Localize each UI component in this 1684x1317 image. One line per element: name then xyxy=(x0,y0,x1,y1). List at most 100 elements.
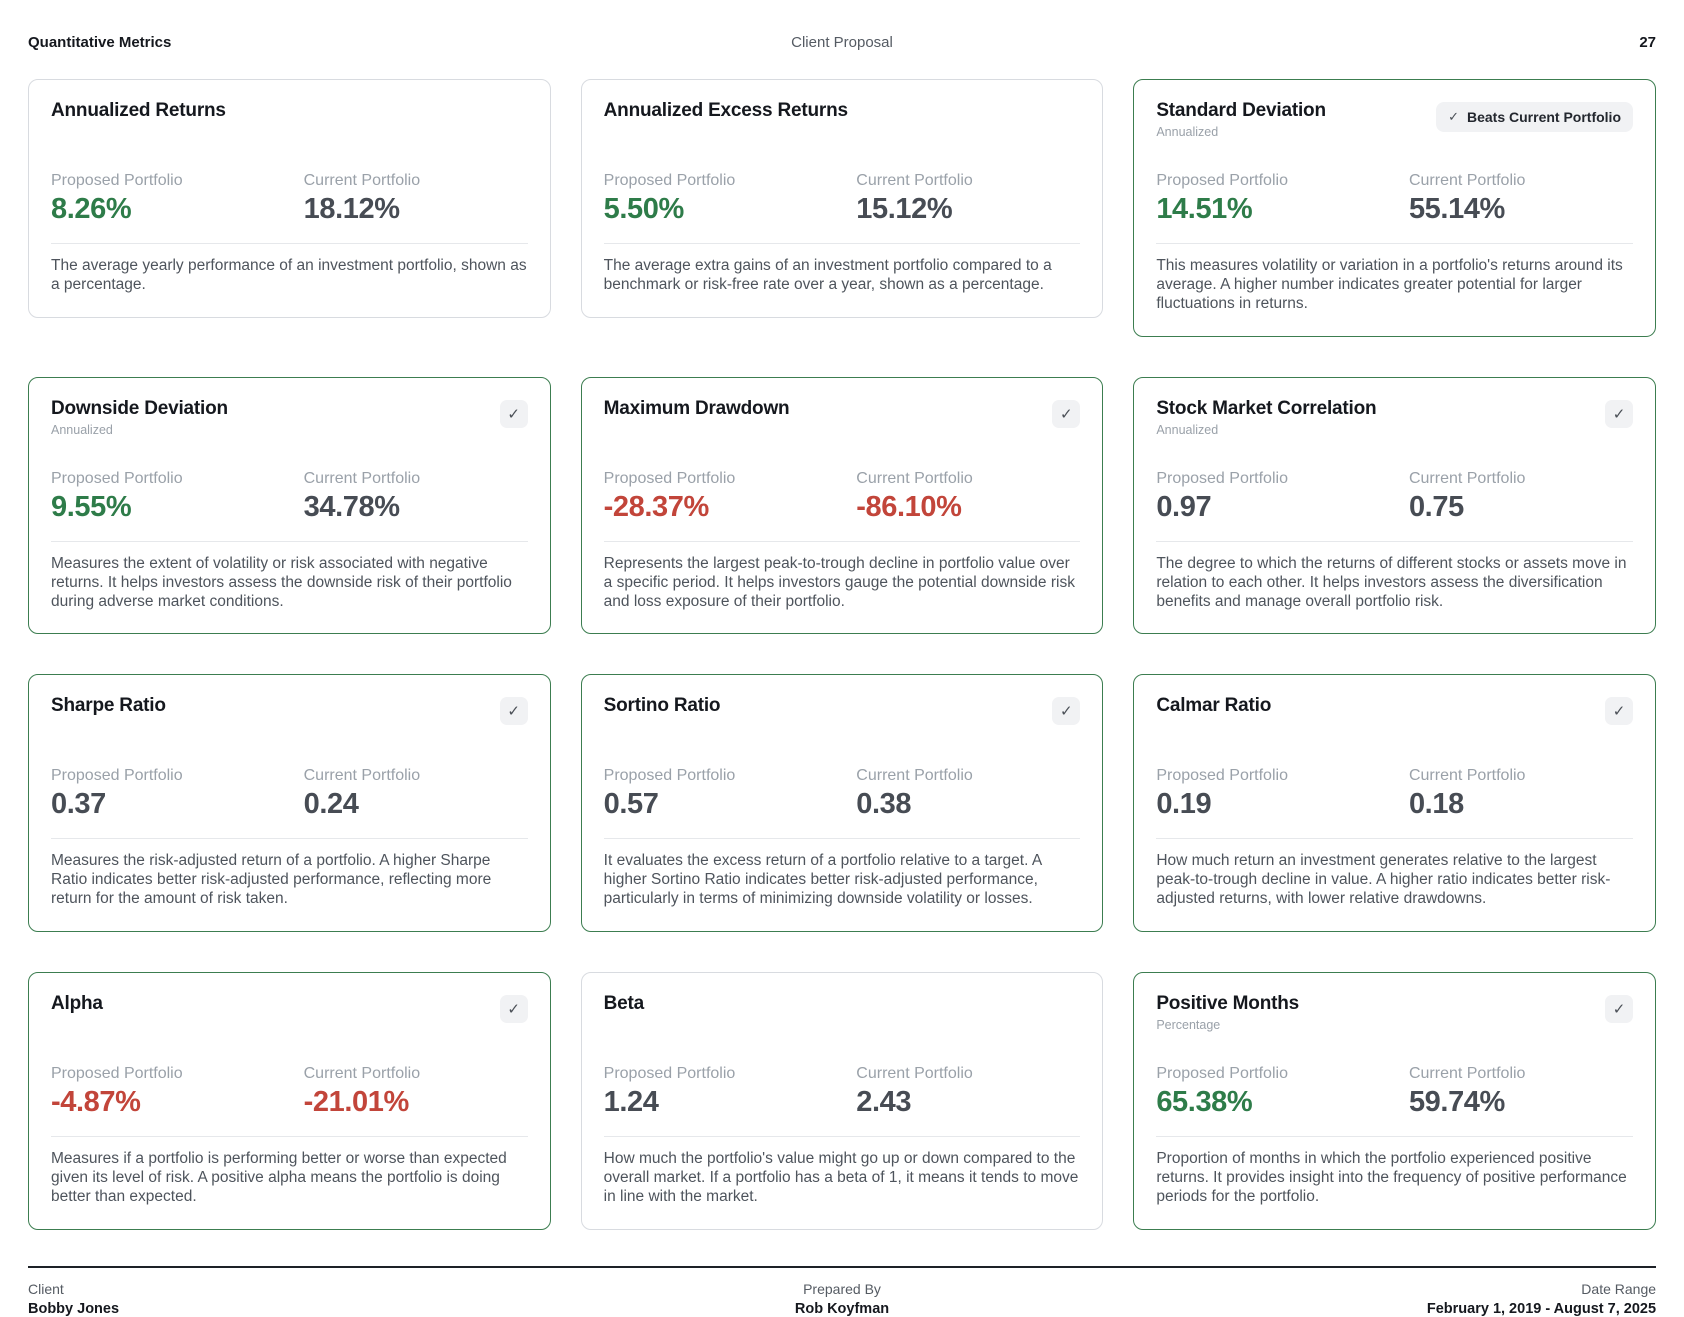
proposed-portfolio-column: Proposed Portfolio 65.38% xyxy=(1156,1065,1409,1119)
metric-title: Stock Market Correlation xyxy=(1156,397,1377,419)
current-portfolio-column: Current Portfolio -86.10% xyxy=(856,470,1080,524)
footer-date-range: Date Range February 1, 2019 - August 7, … xyxy=(1113,1281,1656,1317)
portfolio-values: Proposed Portfolio 65.38% Current Portfo… xyxy=(1156,1065,1633,1119)
portfolio-values: Proposed Portfolio -28.37% Current Portf… xyxy=(604,470,1081,524)
current-portfolio-column: Current Portfolio 18.12% xyxy=(304,172,528,226)
current-portfolio-label: Current Portfolio xyxy=(856,469,973,487)
proposed-portfolio-column: Proposed Portfolio 0.19 xyxy=(1156,767,1409,821)
current-portfolio-value: 59.74% xyxy=(1408,1086,1505,1119)
proposed-portfolio-label: Proposed Portfolio xyxy=(603,1065,736,1083)
current-portfolio-label: Current Portfolio xyxy=(1408,1065,1526,1083)
proposed-portfolio-label: Proposed Portfolio xyxy=(51,767,183,785)
portfolio-values: Proposed Portfolio 0.37 Current Portfoli… xyxy=(51,767,528,821)
current-portfolio-label: Current Portfolio xyxy=(856,767,973,785)
check-icon: ✓ xyxy=(1605,995,1633,1024)
metric-title: Positive Months xyxy=(1156,993,1300,1015)
metric-subtitle: Percentage xyxy=(1156,1018,1221,1033)
metric-subtitle: Annualized xyxy=(1156,422,1219,437)
proposed-portfolio-label: Proposed Portfolio xyxy=(603,469,736,487)
card-header-text: Annualized Returns xyxy=(51,100,226,122)
footer-client: Client Bobby Jones xyxy=(28,1281,571,1317)
proposed-portfolio-label: Proposed Portfolio xyxy=(603,172,736,189)
metric-subtitle: Annualized xyxy=(1156,125,1219,139)
proposed-portfolio-column: Proposed Portfolio 9.55% xyxy=(51,470,304,524)
card-header: Annualized Returns xyxy=(51,100,528,156)
page-number: 27 xyxy=(1639,34,1657,51)
current-portfolio-value: 18.12% xyxy=(303,193,400,225)
portfolio-values: Proposed Portfolio 9.55% Current Portfol… xyxy=(51,470,528,524)
proposed-portfolio-label: Proposed Portfolio xyxy=(1156,1065,1288,1083)
card-header-text: Standard Deviation Annualized xyxy=(1156,100,1326,139)
metric-description: The average yearly performance of an inv… xyxy=(51,257,527,293)
proposed-portfolio-value: 14.51% xyxy=(1156,193,1253,225)
metric-description: The average extra gains of an investment… xyxy=(603,257,1052,293)
current-portfolio-value: -86.10% xyxy=(856,490,962,523)
current-portfolio-value: 15.12% xyxy=(856,193,953,225)
metric-description: The degree to which the returns of diffe… xyxy=(1156,554,1627,610)
proposed-portfolio-value: -28.37% xyxy=(603,490,710,523)
current-portfolio-column: Current Portfolio 59.74% xyxy=(1409,1065,1633,1119)
metric-card: Sortino Ratio ✓ Proposed Portfolio 0.57 … xyxy=(580,674,1104,933)
metric-card: Alpha ✓ Proposed Portfolio -4.87% Curren… xyxy=(28,972,551,1230)
metric-description: Measures the extent of volatility or ris… xyxy=(51,554,512,610)
proposed-portfolio-column: Proposed Portfolio 14.51% xyxy=(1156,172,1409,226)
proposed-portfolio-value: 5.50% xyxy=(603,193,685,225)
card-divider xyxy=(603,540,1081,542)
current-portfolio-column: Current Portfolio 34.78% xyxy=(304,470,528,524)
proposed-portfolio-column: Proposed Portfolio 8.26% xyxy=(51,172,304,226)
proposed-portfolio-value: 1.24 xyxy=(603,1086,659,1119)
proposed-portfolio-label: Proposed Portfolio xyxy=(51,469,183,487)
card-header: Sortino Ratio ✓ xyxy=(604,695,1081,751)
metrics-grid: Annualized Returns Proposed Portfolio 8.… xyxy=(28,79,1656,1230)
portfolio-values: Proposed Portfolio 0.57 Current Portfoli… xyxy=(604,767,1081,821)
metric-title: Maximum Drawdown xyxy=(603,397,790,419)
prepared-by-name: Rob Koyfman xyxy=(794,1300,890,1317)
metric-title: Calmar Ratio xyxy=(1156,695,1272,717)
metric-description: It evaluates the excess return of a port… xyxy=(603,852,1042,908)
prepared-by-label: Prepared By xyxy=(803,1280,881,1297)
document-title: Client Proposal xyxy=(791,34,893,51)
card-header-text: Alpha xyxy=(51,993,103,1015)
page-footer: Client Bobby Jones Prepared By Rob Koyfm… xyxy=(28,1265,1656,1317)
current-portfolio-label: Current Portfolio xyxy=(1408,767,1526,785)
current-portfolio-label: Current Portfolio xyxy=(856,1065,973,1083)
metric-title: Alpha xyxy=(51,993,103,1015)
proposed-portfolio-label: Proposed Portfolio xyxy=(51,1065,183,1083)
current-portfolio-column: Current Portfolio -21.01% xyxy=(304,1065,528,1119)
metric-title: Sortino Ratio xyxy=(603,695,721,717)
metric-description: Proportion of months in which the portfo… xyxy=(1156,1150,1627,1205)
current-portfolio-value: 2.43 xyxy=(856,1086,912,1119)
card-header-text: Sortino Ratio xyxy=(604,695,721,717)
badge-label: Beats Current Portfolio xyxy=(1466,109,1621,125)
metric-description: How much the portfolio's value might go … xyxy=(603,1150,1079,1205)
metric-description: Represents the largest peak-to-trough de… xyxy=(603,554,1075,610)
current-portfolio-value: 0.75 xyxy=(1408,490,1464,523)
proposed-portfolio-column: Proposed Portfolio 0.37 xyxy=(51,767,304,821)
proposed-portfolio-value: 65.38% xyxy=(1156,1086,1253,1119)
metric-card: Maximum Drawdown ✓ Proposed Portfolio -2… xyxy=(580,376,1104,635)
card-header-text: Stock Market Correlation Annualized xyxy=(1156,398,1376,437)
card-divider xyxy=(51,540,528,542)
card-divider xyxy=(51,243,528,244)
proposed-portfolio-column: Proposed Portfolio 0.97 xyxy=(1156,470,1409,524)
card-divider xyxy=(1156,540,1633,542)
card-divider xyxy=(1156,243,1633,244)
card-header: Calmar Ratio ✓ xyxy=(1156,695,1633,751)
card-header: Maximum Drawdown ✓ xyxy=(604,398,1081,454)
metric-card: Annualized Returns Proposed Portfolio 8.… xyxy=(28,79,551,318)
metric-title: Annualized Excess Returns xyxy=(603,100,848,121)
proposed-portfolio-value: 0.97 xyxy=(1156,490,1212,523)
metric-card: Standard Deviation Annualized ✓ Beats Cu… xyxy=(1133,79,1656,337)
date-range-value: February 1, 2019 - August 7, 2025 xyxy=(1426,1300,1657,1317)
card-header: Sharpe Ratio ✓ xyxy=(51,695,528,751)
current-portfolio-column: Current Portfolio 0.18 xyxy=(1409,767,1633,821)
card-divider xyxy=(603,243,1081,244)
current-portfolio-column: Current Portfolio 0.75 xyxy=(1409,470,1633,524)
metric-card: Calmar Ratio ✓ Proposed Portfolio 0.19 C… xyxy=(1133,674,1656,933)
metric-description: How much return an investment generates … xyxy=(1156,852,1611,908)
metric-card: Downside Deviation Annualized ✓ Proposed… xyxy=(28,376,551,635)
card-header: Positive Months Percentage ✓ xyxy=(1156,993,1633,1049)
current-portfolio-label: Current Portfolio xyxy=(303,172,421,189)
card-header: Downside Deviation Annualized ✓ xyxy=(51,398,528,454)
metric-description: This measures volatility or variation in… xyxy=(1156,257,1623,312)
